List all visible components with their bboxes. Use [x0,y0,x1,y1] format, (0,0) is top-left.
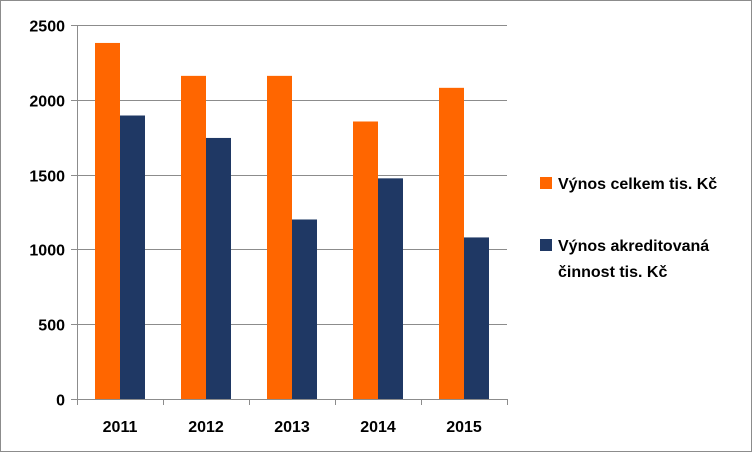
y-tick-label: 2000 [29,94,65,111]
legend-label: Výnos celkem tis. Kč [558,176,717,193]
legend-swatch [540,177,552,189]
legend-label: Výnos akreditovaná [558,238,709,255]
y-tick-label: 2500 [29,19,65,36]
x-tick-label: 2014 [360,419,396,436]
bar-vynos-akreditovana-2013 [292,219,317,399]
y-tick-label: 0 [56,393,65,410]
bar-vynos-akreditovana-2014 [378,178,403,399]
bar-vynos-akreditovana-2015 [464,237,489,399]
bar-vynos-celkem-2015 [439,87,464,399]
x-tick-label: 2011 [103,419,138,436]
legend: Výnos celkem tis. Kč Výnos akreditovaná či… [540,176,717,281]
y-axis-ticks: 0 500 1000 1500 2000 2500 [29,19,65,410]
legend-swatch [540,239,552,251]
y-tick-label: 1500 [29,169,65,186]
bar-vynos-celkem-2014 [353,121,378,399]
bar-vynos-akreditovana-2011 [120,115,145,400]
y-tick-label: 1000 [29,243,65,260]
x-axis-ticks: 2011 2012 2013 2014 2015 [103,419,482,436]
x-tick-label: 2013 [274,419,310,436]
x-tick-label: 2012 [188,419,224,436]
bars [95,42,489,400]
bar-vynos-celkem-2011 [95,42,120,400]
y-tick-label: 500 [38,318,65,335]
axes [71,25,508,405]
bar-vynos-celkem-2012 [181,75,206,399]
legend-label: činnost tis. Kč [558,264,667,281]
bar-vynos-celkem-2013 [267,75,292,399]
bar-vynos-akreditovana-2012 [206,137,231,399]
x-tick-label: 2015 [446,419,482,436]
